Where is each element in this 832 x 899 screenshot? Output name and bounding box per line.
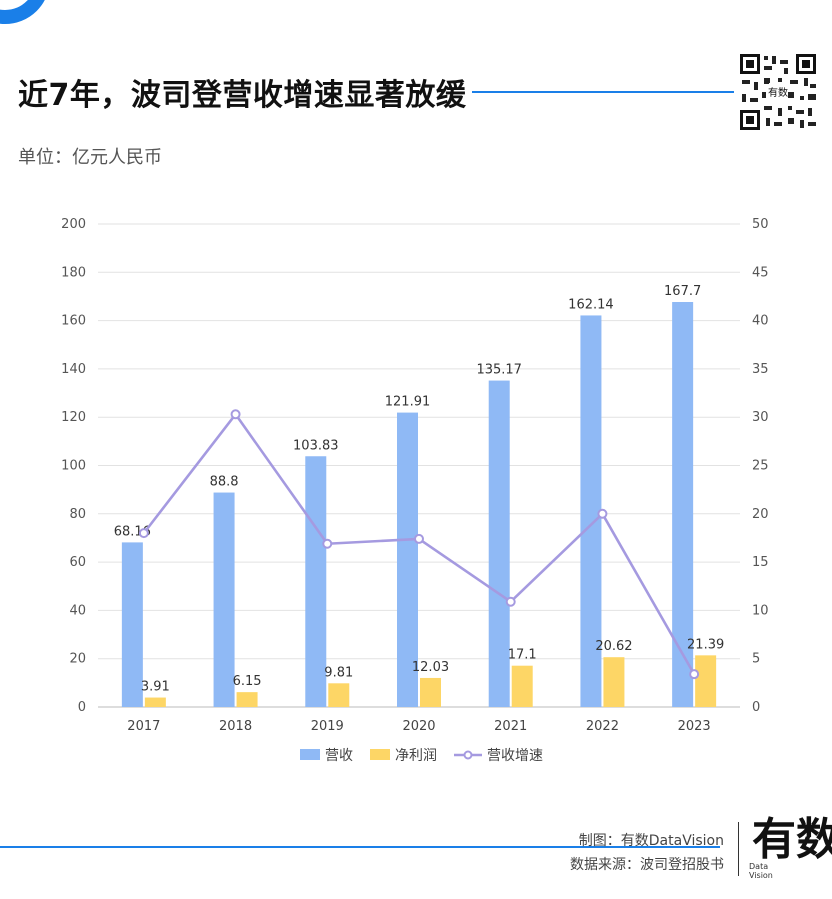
brand-logo: 有数: [752, 814, 832, 865]
point-revenue-growth: [138, 528, 149, 539]
y-axis-tick-label: 60: [69, 555, 86, 570]
qr-code-icon[interactable]: 有数: [738, 52, 818, 132]
x-axis-tick-label: 2018: [219, 719, 252, 734]
legend-swatch-revenue: [300, 749, 320, 760]
y2-axis-tick-label: 45: [752, 265, 769, 280]
title-divider: [472, 91, 734, 93]
unit-label: 单位：亿元人民币: [18, 147, 162, 168]
data-label-profit: 12.03: [412, 660, 449, 675]
y2-axis-tick-label: 30: [752, 410, 769, 425]
bar-revenue: [580, 315, 602, 707]
y2-axis-tick-label: 5: [752, 652, 760, 667]
x-axis-tick-label: 2020: [402, 719, 435, 734]
bar-revenue: [305, 456, 327, 707]
x-axis-tick-label: 2019: [311, 719, 344, 734]
bar-revenue: [672, 302, 694, 707]
point-revenue-growth: [505, 596, 516, 607]
y2-axis-tick-label: 15: [752, 555, 769, 570]
point-revenue-growth: [597, 508, 608, 519]
data-label-revenue: 162.14: [568, 297, 614, 312]
brand-logo-subtitle: Data Vision: [749, 862, 773, 880]
point-revenue-growth: [230, 409, 241, 420]
y2-axis-tick-label: 50: [752, 217, 769, 232]
y2-axis-tick-label: 0: [752, 700, 760, 715]
legend-label-profit: 净利润: [395, 748, 437, 764]
x-axis-tick-label: 2017: [127, 719, 160, 734]
data-label-profit: 20.62: [595, 639, 632, 654]
point-revenue-growth: [322, 538, 333, 549]
data-label-profit: 21.39: [687, 637, 724, 652]
bar-profit: [236, 692, 258, 707]
legend-swatch-growth-marker: [463, 750, 473, 760]
y2-axis-tick-label: 10: [752, 603, 769, 618]
data-label-profit: 3.91: [141, 680, 170, 695]
bar-revenue: [121, 542, 143, 707]
y2-axis-tick-label: 20: [752, 507, 769, 522]
credit-maker: 制图：有数DataVision: [578, 833, 724, 849]
credit-source: 数据来源：波司登招股书: [570, 857, 724, 873]
bar-profit: [511, 665, 533, 707]
y-axis-tick-label: 160: [61, 314, 86, 329]
y-axis-tick-label: 20: [69, 652, 86, 667]
data-label-profit: 17.1: [508, 648, 537, 663]
logo-divider: [738, 822, 739, 876]
x-axis-tick-label: 2023: [678, 719, 711, 734]
bar-revenue: [488, 380, 510, 707]
point-revenue-growth: [414, 533, 424, 544]
legend-label-revenue: 营收: [325, 748, 353, 764]
data-label-profit: 6.15: [233, 674, 262, 689]
bar-profit: [603, 657, 625, 707]
footer-divider: [0, 846, 720, 848]
x-axis-tick-label: 2022: [586, 719, 619, 734]
legend-label-growth: 营收增速: [487, 748, 543, 764]
data-label-revenue: 88.8: [210, 475, 239, 490]
data-label-profit: 9.81: [324, 665, 353, 680]
chart-title: 近7年，波司登营收增速显著放缓: [18, 78, 467, 113]
corner-decoration-arc: [0, 0, 50, 24]
chart-area: 0 20 40 60 80 100 120 140 160 180 200 0 5 10 15 20 25 30 3…: [61, 217, 769, 764]
data-label-revenue: 135.17: [476, 363, 522, 378]
svg-text:有数: 有数: [768, 86, 788, 99]
bar-revenue: [397, 412, 418, 707]
y-axis-tick-label: 180: [61, 265, 86, 280]
point-revenue-growth: [689, 669, 700, 680]
y-axis-tick-label: 40: [69, 603, 86, 618]
bar-profit: [420, 677, 441, 707]
y2-axis-tick-label: 40: [752, 314, 769, 329]
data-label-revenue: 167.7: [664, 284, 701, 299]
bar-profit: [695, 655, 717, 707]
data-label-revenue: 103.83: [293, 438, 339, 453]
y-axis-tick-label: 100: [61, 459, 86, 474]
y-axis-tick-label: 200: [61, 217, 86, 232]
x-axis-tick-label: 2021: [494, 719, 527, 734]
y-axis-tick-label: 120: [61, 410, 86, 425]
y-axis-tick-label: 0: [78, 700, 86, 715]
data-label-revenue: 121.91: [385, 395, 431, 410]
y-axis-tick-label: 140: [61, 362, 86, 377]
y2-axis-tick-label: 35: [752, 362, 769, 377]
y-axis-tick-label: 80: [69, 507, 86, 522]
y2-axis-tick-label: 25: [752, 459, 769, 474]
legend-swatch-profit: [370, 749, 390, 760]
bar-revenue: [213, 492, 235, 707]
bar-profit: [144, 697, 166, 707]
bar-profit: [328, 683, 350, 707]
